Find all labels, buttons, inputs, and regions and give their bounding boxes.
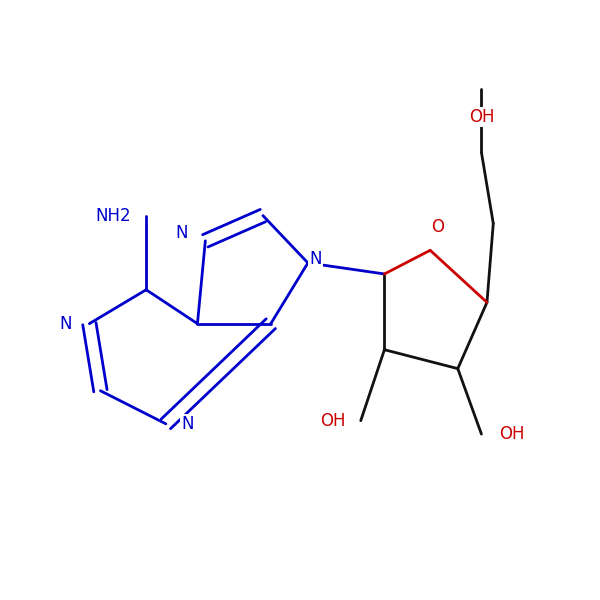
Text: N: N [175, 224, 188, 242]
Text: N: N [59, 314, 72, 332]
Text: N: N [310, 250, 322, 268]
Text: O: O [431, 218, 445, 236]
Text: OH: OH [469, 108, 494, 126]
Text: NH2: NH2 [95, 206, 131, 224]
Text: N: N [182, 415, 194, 433]
Text: OH: OH [320, 412, 346, 430]
Text: OH: OH [499, 425, 524, 443]
